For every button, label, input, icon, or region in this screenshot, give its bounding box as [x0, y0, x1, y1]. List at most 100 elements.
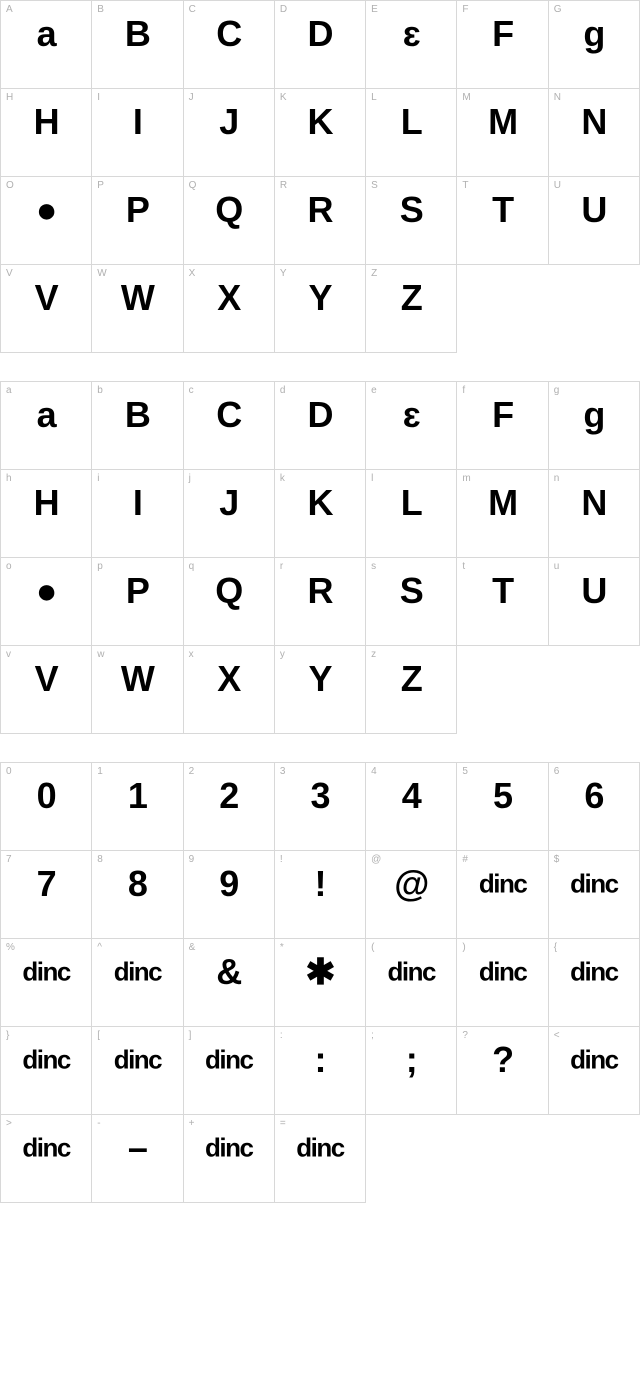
glyph-cell[interactable]: KK — [275, 89, 366, 177]
glyph-cell[interactable]: ]dinc — [184, 1027, 275, 1115]
glyph-cell[interactable]: 00 — [1, 763, 92, 851]
glyph-cell[interactable]: JJ — [184, 89, 275, 177]
glyph-cell[interactable]: 55 — [457, 763, 548, 851]
glyph-cell[interactable]: <dinc — [549, 1027, 640, 1115]
glyph-cell[interactable]: eɛ — [366, 382, 457, 470]
glyph-cell[interactable]: 77 — [1, 851, 92, 939]
glyph-cell[interactable]: II — [92, 89, 183, 177]
glyph-cell[interactable]: RR — [275, 177, 366, 265]
glyph-cell[interactable]: nN — [549, 470, 640, 558]
cell-label: F — [462, 4, 468, 15]
glyph-cell[interactable]: UU — [549, 177, 640, 265]
glyph-cell[interactable]: Aa — [1, 1, 92, 89]
glyph-cell[interactable]: pP — [92, 558, 183, 646]
glyph-cell[interactable]: dD — [275, 382, 366, 470]
glyph-cell[interactable]: XX — [184, 265, 275, 353]
glyph-cell[interactable]: -– — [92, 1115, 183, 1203]
glyph-cell[interactable]: lL — [366, 470, 457, 558]
cell-glyph: dinc — [570, 869, 617, 900]
glyph-cell[interactable]: o● — [1, 558, 92, 646]
glyph-cell[interactable]: ;; — [366, 1027, 457, 1115]
glyph-cell[interactable]: 66 — [549, 763, 640, 851]
glyph-cell[interactable]: mM — [457, 470, 548, 558]
glyph-cell[interactable]: YY — [275, 265, 366, 353]
cell-label: $ — [554, 854, 560, 865]
glyph-cell[interactable]: *✱ — [275, 939, 366, 1027]
cell-label: @ — [371, 854, 381, 865]
glyph-cell[interactable]: 44 — [366, 763, 457, 851]
glyph-cell[interactable]: #dinc — [457, 851, 548, 939]
glyph-cell[interactable]: aa — [1, 382, 92, 470]
cell-glyph: 5 — [493, 775, 512, 817]
glyph-cell[interactable]: HH — [1, 89, 92, 177]
glyph-cell[interactable]: PP — [92, 177, 183, 265]
glyph-cell[interactable]: sS — [366, 558, 457, 646]
character-map: AaBBCCDDEɛFFGg HHIIJJKKLLMMNN O●PPQQRRSSTT… — [0, 0, 640, 1203]
glyph-cell[interactable]: ^dinc — [92, 939, 183, 1027]
glyph-cell[interactable]: CC — [184, 1, 275, 89]
glyph-cell[interactable]: ?? — [457, 1027, 548, 1115]
glyph-cell[interactable]: hH — [1, 470, 92, 558]
glyph-cell[interactable]: DD — [275, 1, 366, 89]
glyph-cell[interactable]: {dinc — [549, 939, 640, 1027]
glyph-cell[interactable]: =dinc — [275, 1115, 366, 1203]
cell-label: j — [189, 473, 191, 484]
glyph-cell[interactable]: NN — [549, 89, 640, 177]
glyph-cell[interactable]: bB — [92, 382, 183, 470]
glyph-cell[interactable]: (dinc — [366, 939, 457, 1027]
cell-label: a — [6, 385, 12, 396]
glyph-cell[interactable]: 99 — [184, 851, 275, 939]
cell-glyph: H — [34, 101, 59, 143]
glyph-cell[interactable]: rR — [275, 558, 366, 646]
glyph-cell[interactable]: Eɛ — [366, 1, 457, 89]
cell-glyph: V — [35, 277, 58, 319]
glyph-cell[interactable]: MM — [457, 89, 548, 177]
glyph-cell[interactable]: fF — [457, 382, 548, 470]
glyph-cell[interactable]: ZZ — [366, 265, 457, 353]
glyph-cell[interactable]: Gg — [549, 1, 640, 89]
empty-cell — [549, 265, 640, 353]
glyph-cell[interactable]: 11 — [92, 763, 183, 851]
glyph-cell[interactable]: qQ — [184, 558, 275, 646]
cell-label: Z — [371, 268, 377, 279]
glyph-cell[interactable]: O● — [1, 177, 92, 265]
glyph-cell[interactable]: 33 — [275, 763, 366, 851]
glyph-cell[interactable]: @@ — [366, 851, 457, 939]
glyph-cell[interactable]: :: — [275, 1027, 366, 1115]
cell-label: i — [97, 473, 99, 484]
glyph-cell[interactable]: LL — [366, 89, 457, 177]
glyph-cell[interactable]: }dinc — [1, 1027, 92, 1115]
glyph-cell[interactable]: !! — [275, 851, 366, 939]
glyph-cell[interactable]: +dinc — [184, 1115, 275, 1203]
glyph-cell[interactable]: yY — [275, 646, 366, 734]
glyph-cell[interactable]: TT — [457, 177, 548, 265]
glyph-cell[interactable]: FF — [457, 1, 548, 89]
cell-label: o — [6, 561, 12, 572]
glyph-cell[interactable]: && — [184, 939, 275, 1027]
glyph-cell[interactable]: uU — [549, 558, 640, 646]
glyph-cell[interactable]: >dinc — [1, 1115, 92, 1203]
glyph-cell[interactable]: cC — [184, 382, 275, 470]
glyph-cell[interactable]: 88 — [92, 851, 183, 939]
glyph-cell[interactable]: $ dinc — [549, 851, 640, 939]
glyph-cell[interactable]: xX — [184, 646, 275, 734]
glyph-cell[interactable]: zZ — [366, 646, 457, 734]
glyph-cell[interactable]: wW — [92, 646, 183, 734]
glyph-cell[interactable]: [dinc — [92, 1027, 183, 1115]
glyph-cell[interactable]: 22 — [184, 763, 275, 851]
glyph-cell[interactable]: tT — [457, 558, 548, 646]
glyph-cell[interactable]: gg — [549, 382, 640, 470]
glyph-cell[interactable]: VV — [1, 265, 92, 353]
glyph-cell[interactable]: jJ — [184, 470, 275, 558]
glyph-cell[interactable]: vV — [1, 646, 92, 734]
glyph-cell[interactable]: iI — [92, 470, 183, 558]
cell-label: b — [97, 385, 103, 396]
glyph-cell[interactable]: kK — [275, 470, 366, 558]
glyph-cell[interactable]: )dinc — [457, 939, 548, 1027]
cell-label: ? — [462, 1030, 468, 1041]
glyph-cell[interactable]: QQ — [184, 177, 275, 265]
glyph-cell[interactable]: %dinc — [1, 939, 92, 1027]
glyph-cell[interactable]: WW — [92, 265, 183, 353]
glyph-cell[interactable]: SS — [366, 177, 457, 265]
glyph-cell[interactable]: BB — [92, 1, 183, 89]
